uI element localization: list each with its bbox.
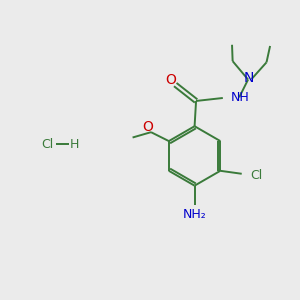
Text: Cl: Cl — [41, 138, 54, 151]
Text: NH₂: NH₂ — [183, 208, 206, 221]
Text: Cl: Cl — [250, 169, 262, 182]
Text: N: N — [244, 71, 254, 85]
Text: H: H — [70, 138, 79, 151]
Text: O: O — [142, 120, 154, 134]
Text: NH: NH — [231, 92, 250, 104]
Text: O: O — [166, 74, 176, 88]
